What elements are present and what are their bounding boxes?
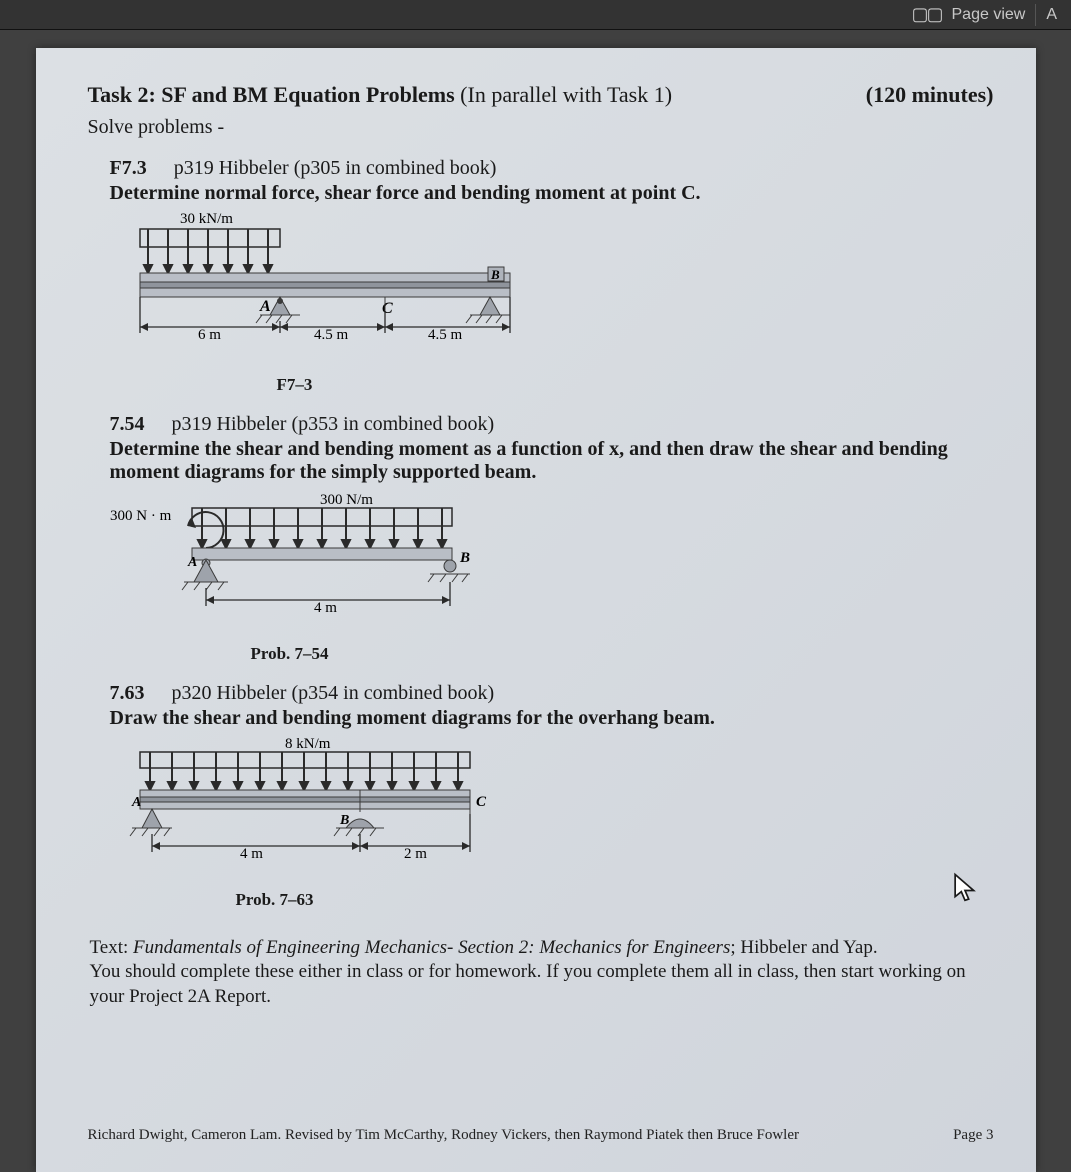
page-background: Task 2: SF and BM Equation Problems (In …: [0, 30, 1071, 1172]
footer-page: Page 3: [953, 1127, 993, 1144]
svg-text:C: C: [382, 300, 393, 317]
svg-text:2 m: 2 m: [404, 846, 427, 862]
problem-f7-3: F7.3 p319 Hibbeler (p305 in combined boo…: [110, 157, 994, 205]
text-tail: ; Hibbeler and Yap.: [730, 937, 877, 958]
problem-desc: Draw the shear and bending moment diagra…: [110, 707, 994, 730]
problem-7-63: 7.63 p320 Hibbeler (p354 in combined boo…: [110, 682, 994, 730]
page-view-icon[interactable]: ▢▢: [911, 4, 941, 25]
figure-7-63: 8 kN/m: [110, 736, 994, 910]
svg-text:4.5 m: 4.5 m: [428, 327, 463, 343]
svg-text:C: C: [476, 794, 487, 810]
svg-text:300 N/m: 300 N/m: [320, 492, 373, 508]
problem-ref: p320 Hibbeler (p354 in combined book): [172, 682, 495, 704]
task-title-bold: Task 2: SF and BM Equation Problems: [88, 82, 455, 107]
figure-caption: Prob. 7–54: [110, 644, 470, 664]
problem-desc: Determine normal force, shear force and …: [110, 182, 994, 205]
text-lead: Text:: [90, 937, 134, 958]
problem-ref: p319 Hibbeler (p353 in combined book): [172, 413, 495, 435]
task-duration: (120 minutes): [866, 82, 994, 108]
figure-f7-3: 30 kN/m A C B: [110, 211, 994, 395]
svg-text:300 N · m: 300 N · m: [110, 508, 172, 524]
problem-7-54: 7.54 p319 Hibbeler (p353 in combined boo…: [110, 413, 994, 484]
solve-line: Solve problems -: [88, 116, 994, 139]
figure-caption: Prob. 7–63: [110, 890, 440, 910]
svg-text:A: A: [259, 298, 271, 315]
fig1-load-label: 30 kN/m: [180, 211, 233, 227]
figure-caption: F7–3: [110, 375, 480, 395]
svg-text:B: B: [339, 813, 349, 828]
problem-id: 7.63: [110, 682, 145, 704]
footer-credits: Richard Dwight, Cameron Lam. Revised by …: [88, 1127, 800, 1144]
figure-7-54: 300 N/m 300 N · m: [110, 490, 994, 664]
page-view-label[interactable]: Page view: [952, 6, 1026, 24]
problem-desc: Determine the shear and bending moment a…: [110, 438, 994, 484]
pdf-toolbar: ▢▢ Page view A: [0, 0, 1071, 30]
svg-text:4 m: 4 m: [240, 846, 263, 862]
problem-ref: p319 Hibbeler (p305 in combined book): [174, 157, 497, 179]
toolbar-a-label[interactable]: A: [1046, 6, 1057, 24]
svg-text:B: B: [490, 267, 500, 282]
page-footer: Richard Dwight, Cameron Lam. Revised by …: [88, 1127, 994, 1144]
svg-text:A: A: [131, 795, 141, 810]
problem-id: 7.54: [110, 413, 145, 435]
task-title-tail: (In parallel with Task 1): [455, 82, 672, 107]
svg-text:A: A: [187, 555, 197, 570]
task-header: Task 2: SF and BM Equation Problems (In …: [88, 82, 994, 108]
svg-text:4.5 m: 4.5 m: [314, 327, 349, 343]
toolbar-separator: [1035, 4, 1036, 26]
svg-text:B: B: [459, 550, 470, 566]
svg-text:8 kN/m: 8 kN/m: [285, 736, 331, 752]
svg-text:6 m: 6 m: [198, 327, 221, 343]
text-paragraph: Text: Fundamentals of Engineering Mechan…: [90, 936, 994, 1009]
text-italic: Fundamentals of Engineering Mechanics- S…: [133, 937, 730, 958]
text-body: You should complete these either in clas…: [90, 961, 966, 1006]
document-page: Task 2: SF and BM Equation Problems (In …: [36, 48, 1036, 1172]
problem-id: F7.3: [110, 157, 147, 179]
svg-text:4 m: 4 m: [314, 600, 337, 616]
